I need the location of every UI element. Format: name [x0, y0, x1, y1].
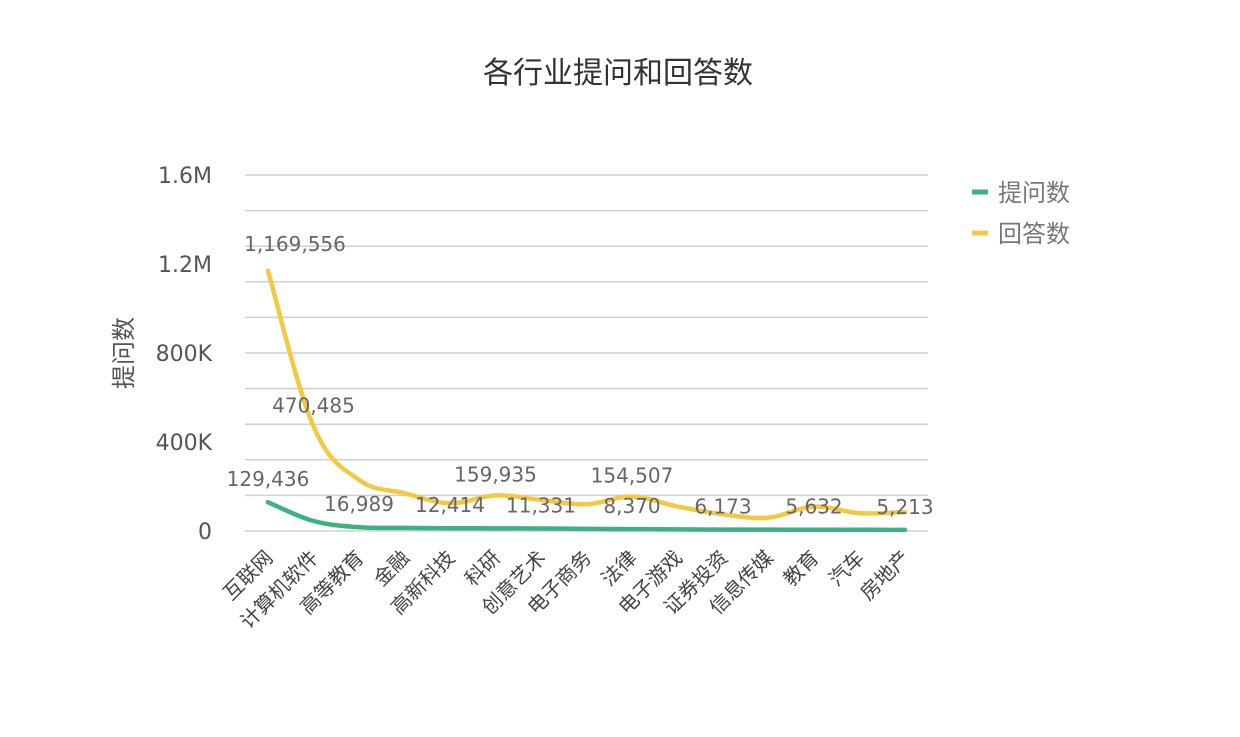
- data-label: 1,169,556: [244, 232, 346, 256]
- y-tick-label: 1.6M: [158, 164, 212, 189]
- x-tick-label: 房地产: [855, 546, 914, 605]
- series-lines: [265, 268, 908, 533]
- data-label: 12,414: [415, 493, 485, 517]
- data-label: 154,507: [591, 464, 674, 488]
- data-labels: 129,436 16,989 12,414 11,331 8,370 6,173 5,632…: [227, 232, 934, 519]
- data-label: 5,632: [785, 495, 842, 519]
- series-line-1: [265, 268, 908, 521]
- y-axis-label: 提问数: [110, 317, 138, 389]
- data-label: 11,331: [506, 493, 576, 517]
- y-tick-label: 0: [198, 520, 212, 545]
- data-label: 159,935: [454, 462, 537, 486]
- data-label: 129,436: [227, 467, 310, 491]
- legend-label: 回答数: [998, 220, 1070, 248]
- data-label: 5,213: [876, 495, 933, 519]
- grid-lines: [245, 174, 928, 532]
- series-line-0: [265, 499, 908, 533]
- legend-label: 提问数: [998, 179, 1070, 207]
- y-tick-label: 400K: [156, 431, 213, 456]
- y-tick-label: 1.2M: [158, 253, 212, 278]
- data-label: 8,370: [603, 494, 660, 518]
- data-label: 470,485: [272, 393, 355, 417]
- y-tick-label: 800K: [156, 342, 213, 367]
- data-label: 6,173: [694, 495, 751, 519]
- chart-title: 各行业提问和回答数: [483, 56, 753, 91]
- data-label: 16,989: [324, 492, 394, 516]
- x-tick-label: 教育: [778, 546, 823, 591]
- y-axis-ticks: 0 400K 800K 1.2M 1.6M: [156, 164, 213, 545]
